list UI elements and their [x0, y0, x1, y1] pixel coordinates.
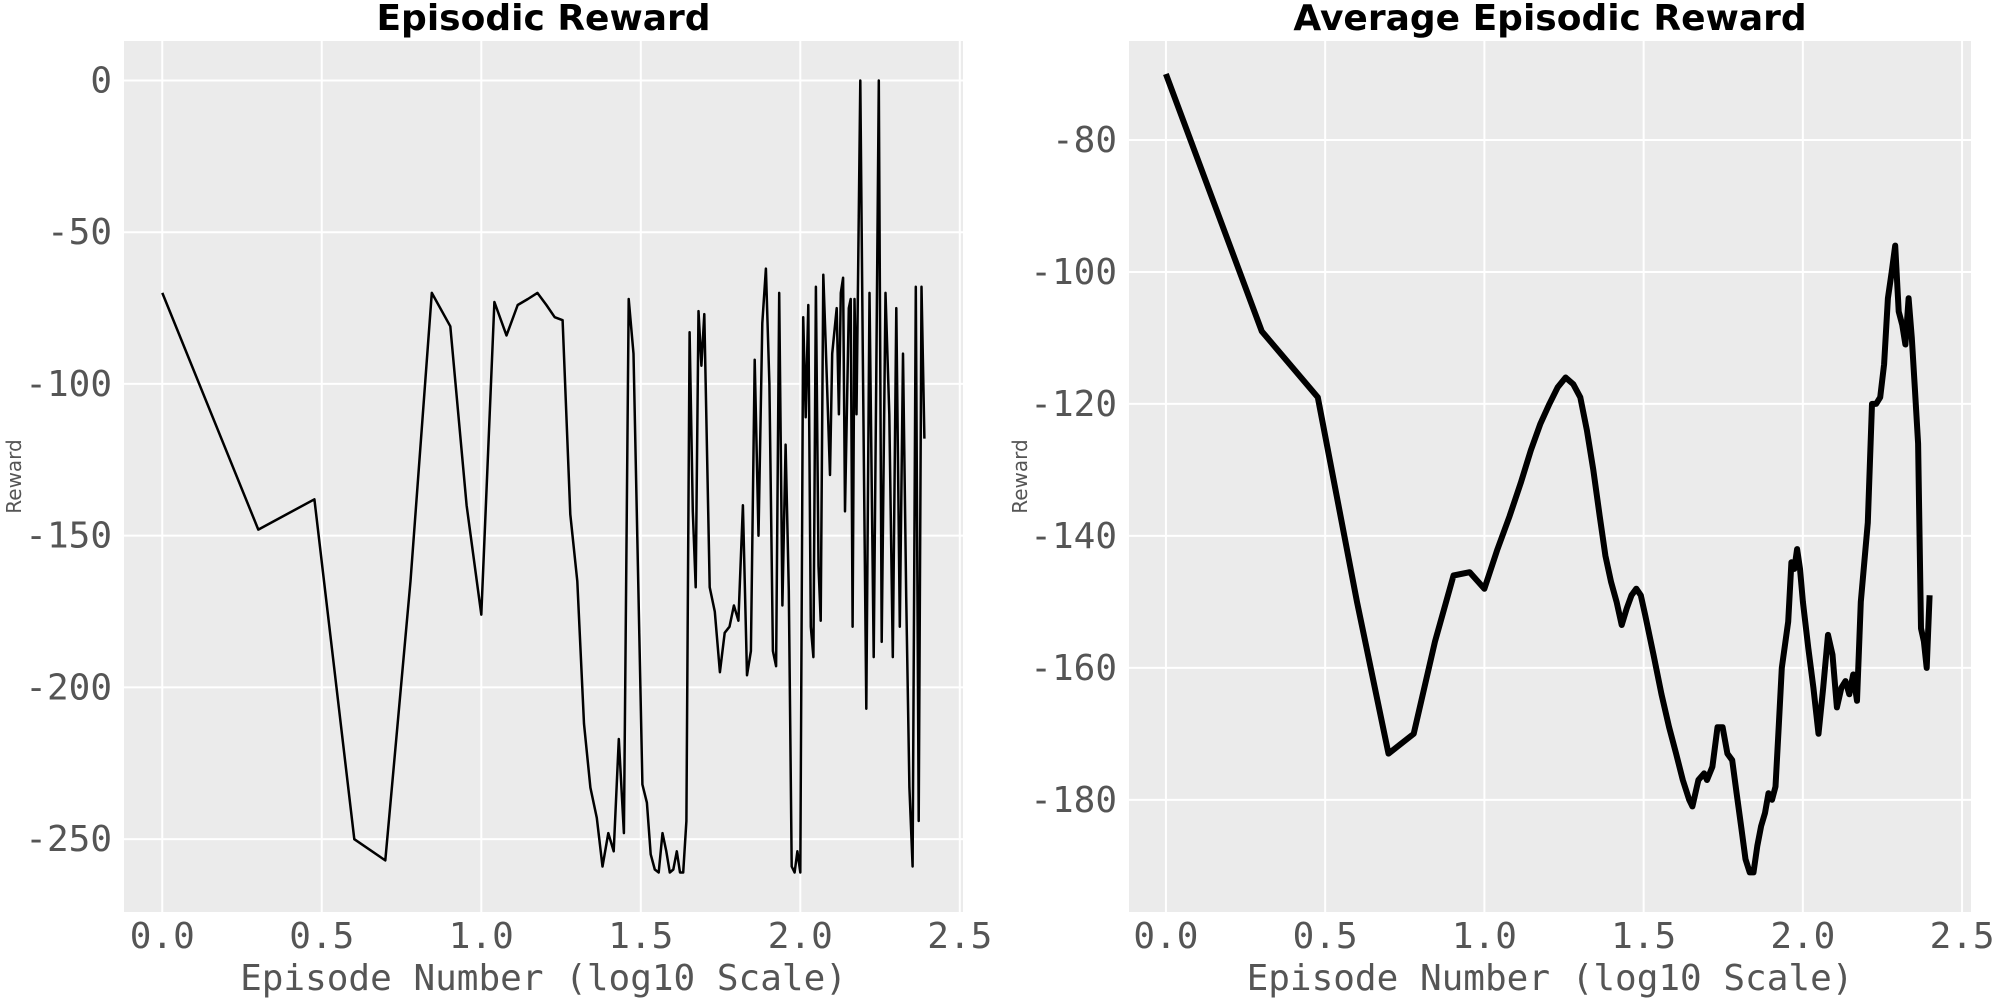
data-line [161, 79, 926, 874]
x-tick-label: 0.5 [289, 916, 354, 957]
x-tick-label: 1.0 [449, 916, 514, 957]
y-tick-label: -200 [25, 667, 112, 708]
y-tick-label: -120 [1030, 384, 1117, 425]
x-tick-label: 1.5 [608, 916, 673, 957]
y-tick-label: -140 [1030, 516, 1117, 557]
x-tick-label: 2.0 [1770, 916, 1835, 957]
x-tick-label: 1.0 [1452, 916, 1517, 957]
y-axis-label: Reward [2, 439, 26, 513]
y-tick-label: -100 [25, 364, 112, 405]
x-axis-label: Episode Number (log10 Scale) [240, 958, 847, 999]
x-axis-label: Episode Number (log10 Scale) [1247, 958, 1854, 999]
y-tick-label: -250 [25, 819, 112, 860]
x-tick-label: 0.0 [130, 916, 195, 957]
y-tick-label: 0 [90, 60, 112, 101]
data-line [1163, 72, 1933, 876]
y-tick-label: -180 [1030, 780, 1117, 821]
plot-area [1129, 41, 1971, 912]
chart-title: Average Episodic Reward [1293, 0, 1806, 39]
x-tick-label: 0.0 [1133, 916, 1198, 957]
y-tick-label: -50 [47, 212, 112, 253]
y-axis-label: Reward [1008, 439, 1032, 513]
x-tick-label: 2.5 [1930, 916, 1995, 957]
x-tick-label: 1.5 [1611, 916, 1676, 957]
y-tick-label: -80 [1052, 120, 1117, 161]
x-tick-label: 0.5 [1293, 916, 1358, 957]
plot-area [124, 41, 963, 912]
chart-title: Episodic Reward [376, 0, 710, 39]
y-tick-label: -150 [25, 516, 112, 557]
x-tick-label: 2.5 [927, 916, 992, 957]
y-tick-label: -100 [1030, 252, 1117, 293]
y-tick-label: -160 [1030, 648, 1117, 689]
x-tick-label: 2.0 [768, 916, 833, 957]
